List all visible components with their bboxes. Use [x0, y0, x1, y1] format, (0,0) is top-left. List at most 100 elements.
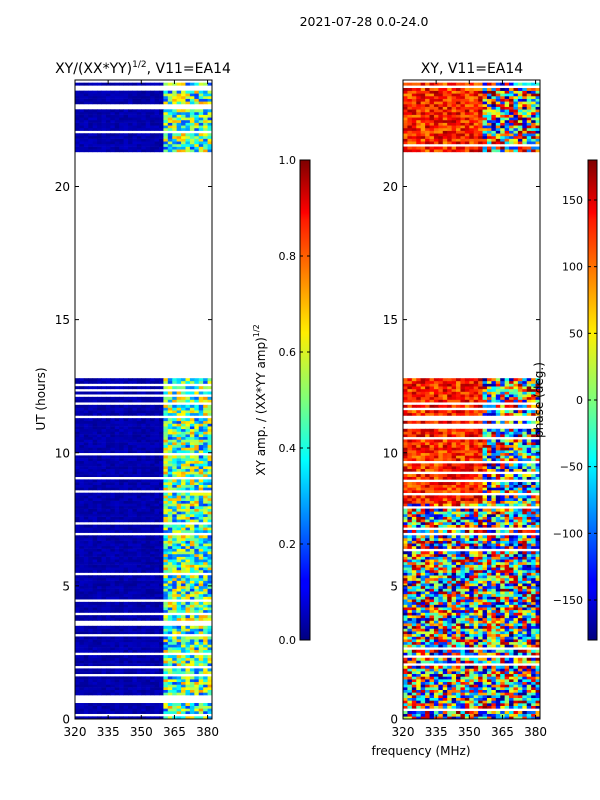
heatmap-cell — [420, 657, 426, 661]
heatmap-cell — [92, 585, 98, 589]
heatmap-cell — [83, 149, 89, 153]
heatmap-cell — [83, 716, 89, 720]
heatmap-cell — [535, 628, 541, 632]
heatmap-cell — [194, 681, 200, 685]
heatmap-cell — [97, 655, 102, 659]
heatmap-cell — [154, 133, 160, 137]
heatmap-cell — [150, 561, 155, 565]
heatmap-cell — [92, 495, 98, 499]
heatmap-cell — [83, 636, 89, 640]
heatmap-cell — [460, 657, 466, 661]
heatmap-cell — [128, 596, 133, 600]
heatmap-cell — [456, 697, 461, 701]
heatmap-cell — [128, 138, 133, 142]
heatmap-cell — [189, 127, 195, 131]
heatmap-cell — [154, 644, 160, 648]
heatmap-cell — [141, 455, 147, 459]
heatmap-cell — [105, 516, 111, 520]
heatmap-cell — [114, 98, 120, 102]
heatmap-cell — [163, 420, 169, 424]
heatmap-cell — [158, 442, 164, 446]
heatmap-cell — [101, 628, 107, 632]
heatmap-cell — [83, 98, 89, 102]
heatmap-cell — [114, 588, 120, 592]
heatmap-cell — [500, 681, 506, 685]
heatmap-cell — [167, 593, 173, 597]
heatmap-cell — [198, 111, 204, 115]
heatmap-cell — [163, 423, 169, 427]
heatmap-cell — [128, 436, 133, 440]
heatmap-cell — [181, 540, 186, 544]
heatmap-cell — [114, 663, 120, 667]
heatmap-cell — [504, 716, 510, 720]
heatmap-cell — [163, 396, 169, 400]
heatmap-cell — [403, 695, 408, 698]
heatmap-cell — [181, 436, 186, 440]
heatmap-cell — [451, 665, 457, 669]
heatmap-cell — [407, 668, 413, 672]
heatmap-cell — [167, 146, 173, 150]
heatmap-cell — [128, 125, 133, 129]
heatmap-cell — [123, 556, 129, 560]
heatmap-cell — [482, 689, 488, 693]
heatmap-cell — [105, 98, 111, 102]
heatmap-cell — [185, 93, 191, 97]
heatmap-cell — [469, 623, 475, 627]
heatmap-cell — [433, 679, 439, 683]
heatmap-cell — [154, 583, 160, 587]
heatmap-cell — [150, 141, 155, 145]
heatmap-cell — [88, 399, 94, 403]
heatmap-cell — [176, 639, 182, 643]
heatmap-cell — [92, 548, 98, 552]
heatmap-cell — [97, 428, 102, 432]
heatmap-cell — [167, 90, 173, 94]
heatmap-cell — [79, 660, 85, 664]
heatmap-cell — [92, 649, 98, 653]
heatmap-cell — [158, 543, 164, 547]
heatmap-cell — [92, 687, 98, 691]
heatmap-cell — [526, 676, 532, 680]
heatmap-cell — [163, 703, 169, 706]
heatmap-cell — [203, 636, 208, 640]
heatmap-cell — [79, 436, 85, 440]
heatmap-cell — [158, 641, 164, 645]
heatmap-cell — [105, 431, 111, 435]
heatmap-cell — [75, 442, 80, 446]
heatmap-cell — [110, 553, 116, 557]
heatmap-cell — [79, 434, 85, 438]
heatmap-cell — [429, 692, 435, 696]
heatmap-cell — [185, 607, 191, 611]
heatmap-cell — [478, 705, 483, 709]
heatmap-cell — [110, 716, 116, 720]
heatmap-cell — [185, 617, 191, 621]
x-tick-label: 350 — [130, 725, 153, 739]
heatmap-cell — [119, 127, 125, 131]
colorbar-tick-label: 0.2 — [279, 538, 297, 551]
heatmap-cell — [473, 687, 479, 691]
heatmap-cell — [163, 484, 169, 488]
heatmap-cell — [469, 639, 475, 643]
heatmap-cell — [456, 679, 461, 683]
heatmap-cell — [88, 705, 94, 709]
heatmap-cell — [136, 519, 142, 523]
heatmap-cell — [105, 412, 111, 416]
heatmap-cell — [495, 705, 501, 709]
heatmap-cell — [97, 412, 102, 416]
heatmap-cell — [473, 652, 479, 656]
heatmap-cell — [136, 567, 142, 571]
heatmap-cell — [83, 439, 89, 443]
heatmap-cell — [203, 503, 208, 507]
heatmap-cell — [141, 434, 147, 438]
heatmap-cell — [79, 428, 85, 432]
heatmap-cell — [478, 639, 483, 643]
heatmap-cell — [522, 660, 528, 664]
heatmap-cell — [158, 593, 164, 597]
heatmap-cell — [495, 644, 501, 648]
heatmap-cell — [207, 138, 213, 142]
heatmap-cell — [163, 466, 169, 470]
heatmap-cell — [522, 652, 528, 656]
heatmap-cell — [141, 535, 147, 539]
heatmap-cell — [513, 689, 519, 693]
heatmap-cell — [509, 636, 514, 640]
heatmap-cell — [486, 668, 492, 672]
